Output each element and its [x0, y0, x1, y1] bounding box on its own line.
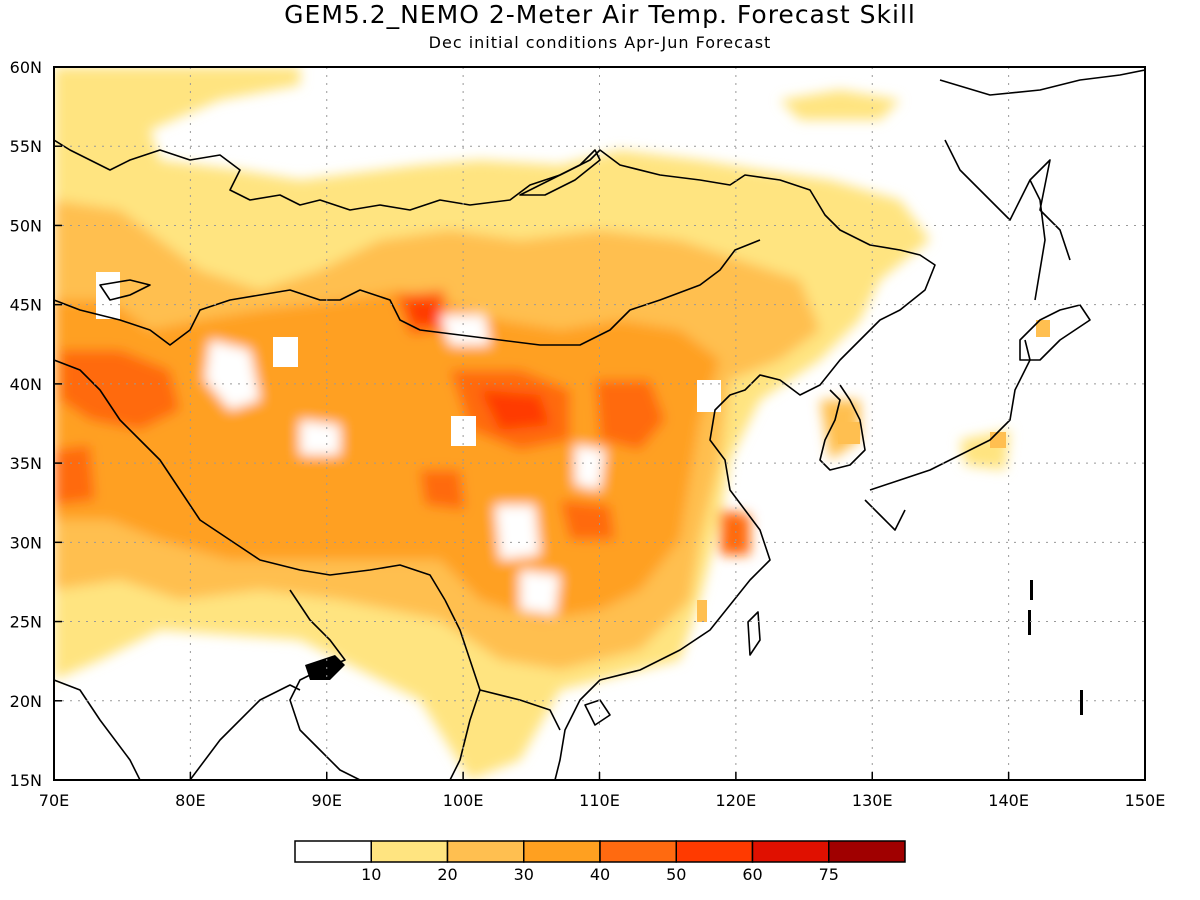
colorbar-label: 75	[819, 865, 839, 884]
skill-region-40-50-south	[560, 500, 615, 540]
border-central-asia	[54, 239, 761, 346]
colorbar-label: 10	[361, 865, 381, 884]
lake-balkhash	[99, 279, 151, 301]
masked-cell-1	[96, 272, 120, 319]
lon-tick-label: 100E	[443, 791, 484, 810]
colorbar: 10 20 30 40 50 60 75	[294, 840, 906, 884]
skill-region-40-50-south2	[420, 470, 465, 510]
colorbar-swatch	[446, 840, 525, 863]
masked-cell-2	[273, 337, 298, 367]
lake-baikal	[519, 149, 601, 196]
island-philippines-1	[1030, 580, 1033, 600]
coastline-bay-of-bengal	[189, 684, 301, 780]
lon-tick-label: 130E	[852, 791, 893, 810]
lon-tick-label: 70E	[39, 791, 69, 810]
low-skill-hole-4	[575, 445, 605, 490]
masked-cell-4	[697, 380, 721, 412]
map-subtitle: Dec initial conditions Apr-Jun Forecast	[428, 33, 772, 52]
colorbar-swatch	[523, 840, 601, 863]
skill-cell-sea	[697, 600, 707, 622]
landmass-bangladesh	[305, 655, 345, 680]
border-vietnam	[479, 689, 561, 731]
colorbar-label: 50	[666, 865, 686, 884]
lon-tick-label: 110E	[579, 791, 620, 810]
low-skill-hole-5	[300, 420, 340, 455]
skill-cell-korea	[838, 422, 860, 444]
colorbar-swatch	[599, 840, 677, 863]
lat-tick-label: 35N	[10, 454, 42, 473]
lat-tick-label: 50N	[10, 216, 42, 235]
lat-tick-label: 25N	[10, 613, 42, 632]
skill-region-10-20-north	[780, 90, 900, 120]
lat-tick-label: 15N	[10, 771, 42, 790]
skill-region-40-50-west2	[54, 445, 95, 505]
colorbar-label: 30	[514, 865, 534, 884]
coastline-japan-honshu	[869, 339, 1031, 491]
low-skill-hole-1	[205, 340, 260, 410]
colorbar-label: 40	[590, 865, 610, 884]
skill-shading	[54, 67, 1145, 780]
coastline-asia	[54, 139, 936, 780]
coastline-india	[54, 679, 141, 780]
lon-tick-label: 80E	[175, 791, 205, 810]
lat-tick-label: 60N	[10, 58, 42, 77]
skill-region-40-50-east	[595, 380, 665, 450]
map-title: GEM5.2_NEMO 2-Meter Air Temp. Forecast S…	[284, 0, 916, 29]
coastline-okhotsk	[944, 139, 1071, 261]
coastline-islands	[305, 580, 1083, 715]
map-gridlines	[54, 67, 1145, 780]
colorbar-label: 60	[742, 865, 762, 884]
colorbar-swatch	[675, 840, 754, 863]
coastline-korea	[819, 384, 866, 471]
lat-tick-label: 40N	[10, 375, 42, 394]
coastline-sakhalin	[1029, 179, 1046, 301]
colorbar-swatch	[370, 840, 449, 863]
lon-tick-label: 90E	[312, 791, 342, 810]
lon-tick-label: 140E	[988, 791, 1029, 810]
lat-tick-label: 55N	[10, 137, 42, 156]
longitude-axis: 70E 80E 90E 100E 110E 120E 130E 140E 150E	[39, 772, 1166, 810]
skill-cell-honshu	[990, 432, 1006, 448]
colorbar-swatch	[751, 840, 830, 863]
colorbar-label: 20	[437, 865, 457, 884]
lon-tick-label: 150E	[1125, 791, 1166, 810]
skill-region-50-60-central	[480, 390, 550, 430]
island-philippines-2	[1028, 610, 1031, 635]
lat-tick-label: 30N	[10, 533, 42, 552]
colorbar-swatch	[828, 840, 906, 863]
skill-region-50-60-mongolia	[405, 300, 440, 325]
coastline-taiwan	[747, 611, 761, 656]
colorbar-swatch	[294, 840, 372, 863]
coastlines-borders	[54, 69, 1145, 780]
lat-tick-label: 45N	[10, 296, 42, 315]
coastline-hainan	[584, 699, 611, 726]
coastline-hokkaido	[1019, 304, 1091, 361]
skill-region-40-50-coast	[720, 510, 750, 555]
lat-tick-label: 20N	[10, 692, 42, 711]
island-philippines-3	[1080, 690, 1083, 715]
border-china-west	[54, 359, 446, 601]
skill-cell-hokkaido	[1036, 320, 1050, 337]
coastline-kamchatka	[939, 69, 1145, 96]
lon-tick-label: 120E	[716, 791, 757, 810]
latitude-axis: 15N 20N 25N 30N 35N 40N 45N 50N 55N 60N	[10, 58, 62, 790]
low-skill-hole-2	[495, 505, 540, 560]
low-skill-hole-6	[520, 570, 560, 615]
skill-region-40-50-west	[60, 350, 180, 430]
